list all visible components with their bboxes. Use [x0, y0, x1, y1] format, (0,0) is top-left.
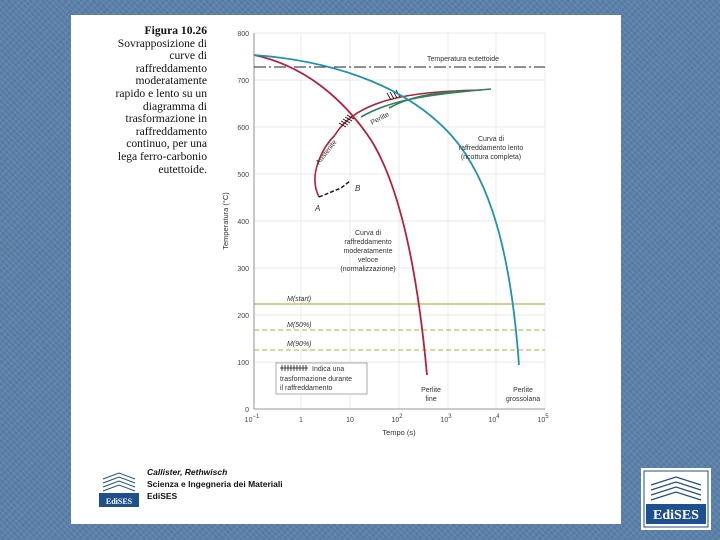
transformation-end-boundary	[314, 134, 336, 198]
austenite-label: Austenite	[315, 139, 339, 166]
pearlite-finish-curve	[388, 90, 464, 109]
eutectoid-label: Temperatura eutettoide	[427, 56, 499, 63]
y-tick-label: 400	[237, 219, 249, 226]
footer-book-title: Scienza e Ingegneria dei Materiali	[147, 479, 283, 489]
point-b: B	[355, 184, 361, 193]
y-tick-label: 0	[245, 407, 249, 414]
caption-line: curve di	[169, 49, 207, 63]
caption-line: eutettoide.	[158, 162, 207, 176]
y-tick-labels: 800 700 600 500 400 300 200 100 0	[237, 31, 249, 414]
caption-line: raffreddamento	[135, 124, 207, 138]
coarse-pearlite-label-line: Perlite	[513, 387, 533, 394]
moderate-curve-label-line: moderatamente	[343, 248, 392, 255]
x-tick-label: 104	[488, 414, 500, 424]
x-tick-label: 10−1	[245, 414, 260, 424]
fine-pearlite-label: Perlite fine	[421, 387, 441, 403]
moderate-curve-label-line: (normalizzazione)	[340, 266, 395, 273]
moderate-curve-label: Curva di raffreddamento moderatamente ve…	[340, 230, 395, 273]
caption-line: Sovrapposizione di	[117, 36, 207, 50]
hatch-legend-symbol	[280, 365, 308, 371]
y-tick-label: 800	[237, 31, 249, 38]
cct-diagram: 800 700 600 500 400 300 200 100 0 10−1 1…	[221, 31, 550, 437]
caption-line: rapido e lento su un	[115, 86, 207, 100]
y-tick-label: 600	[237, 125, 249, 132]
moderate-cooling-curve	[253, 54, 428, 376]
coarse-pearlite-label: Perlite grossolana	[506, 387, 540, 403]
caption-line: diagramma di	[142, 99, 207, 113]
x-tick-label: 102	[391, 414, 403, 424]
a-b-dashed-segment	[318, 180, 351, 198]
caption-line: continuo, per una	[126, 137, 207, 151]
moderate-curve-label-line: veloce	[358, 257, 378, 264]
x-axis-label: Tempo (s)	[382, 428, 416, 437]
x-tick-exponent: 3	[448, 414, 452, 420]
book-logo-icon: EdiSES	[99, 472, 139, 507]
caption-line: moderatamente	[135, 74, 207, 88]
caption-line: trasformazione in	[125, 112, 207, 126]
slow-cooling-curve	[253, 54, 520, 366]
pearlite-finish-curve-extended	[360, 88, 492, 118]
x-tick-exponent: 5	[545, 414, 549, 420]
fine-pearlite-label-line: Perlite	[421, 387, 441, 394]
slow-curve-label-line: (ricottura completa)	[461, 154, 521, 161]
x-tick-label: 1	[299, 417, 303, 424]
y-tick-label: 500	[237, 172, 249, 179]
moderate-curve-label-line: Curva di	[355, 230, 382, 237]
y-axis-label: Temperatura (°C)	[221, 192, 230, 250]
corner-logo-text: EdiSES	[653, 508, 699, 523]
pearlite-start-curve	[334, 89, 482, 136]
figure-caption: Figura 10.26 Sovrapposizione di curve di…	[81, 24, 207, 176]
x-tick-exponent: −1	[252, 414, 260, 420]
x-tick-exponent: 2	[399, 414, 403, 420]
legend-line: trasformazione durante	[280, 376, 352, 383]
grid	[254, 32, 546, 409]
y-tick-label: 100	[237, 360, 249, 367]
footer-text: Callister, Rethwisch Scienza e Ingegneri…	[147, 466, 283, 502]
point-a: A	[314, 204, 320, 213]
x-tick-label: 105	[537, 414, 549, 424]
x-tick-base: 10	[440, 417, 448, 424]
footer-authors: Callister, Rethwisch	[147, 467, 228, 477]
y-tick-label: 300	[237, 266, 249, 273]
x-tick-base: 10	[537, 417, 545, 424]
footer-publisher: EdiSES	[147, 491, 178, 501]
ms-start-label: M(start)	[287, 296, 311, 303]
m90-label: M(90%)	[287, 341, 312, 348]
moderate-curve-label-line: raffreddamento	[344, 239, 391, 246]
x-tick-base: 10	[391, 417, 399, 424]
x-tick-label: 103	[440, 414, 452, 424]
slow-curve-label: Curva di raffreddamento lento (ricottura…	[459, 136, 524, 161]
legend-line: Indica una	[312, 366, 344, 373]
fine-pearlite-label-line: fine	[425, 396, 436, 403]
hatch-legend: Indica una trasformazione durante il raf…	[275, 362, 368, 395]
transformation-hatch-marks	[338, 89, 401, 128]
x-tick-base: 10	[488, 417, 496, 424]
pearlite-label: Perlite	[370, 111, 391, 127]
edises-corner-logo-icon: EdiSES	[641, 468, 711, 530]
x-tick-labels: 10−1 1 10 102 103 104 105	[245, 414, 550, 424]
coarse-pearlite-label-line: grossolana	[506, 396, 540, 403]
x-tick-label: 10	[346, 417, 354, 424]
slow-curve-label-line: raffreddamento lento	[459, 145, 524, 152]
slow-curve-label-line: Curva di	[478, 136, 505, 143]
x-tick-exponent: 4	[496, 414, 500, 420]
caption-title: Figura 10.26	[144, 24, 207, 37]
m50-label: M(50%)	[287, 322, 312, 329]
caption-line: raffreddamento	[135, 61, 207, 75]
axes	[253, 33, 545, 410]
x-tick-base: 10	[245, 417, 253, 424]
caption-line: lega ferro-carbonio	[117, 149, 207, 163]
footer-logo-text: EdiSES	[106, 497, 133, 506]
y-tick-label: 200	[237, 313, 249, 320]
slide-panel: Figura 10.26 Sovrapposizione di curve di…	[71, 15, 621, 524]
y-tick-label: 700	[237, 78, 249, 85]
legend-line: il raffreddamento	[280, 385, 333, 392]
